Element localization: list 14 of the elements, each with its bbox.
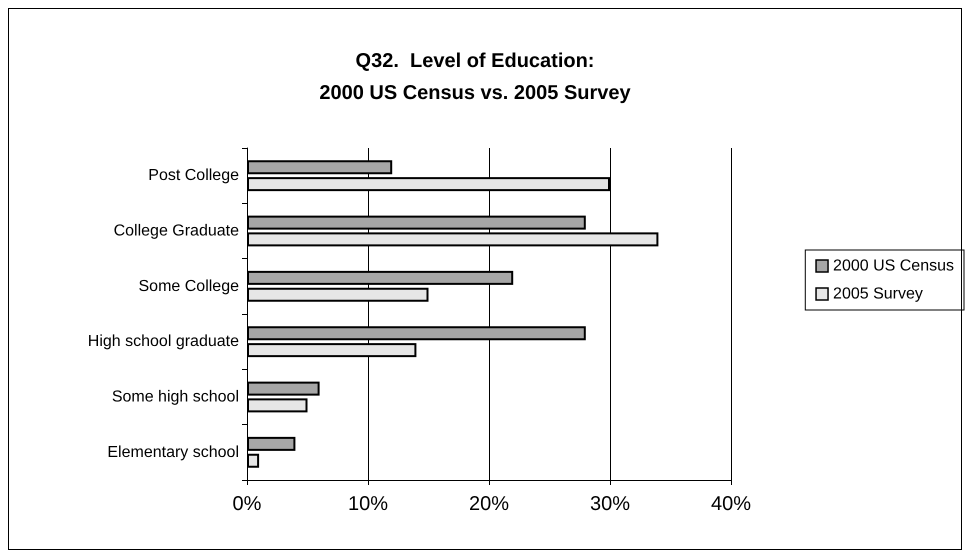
x-tick-label: 40% bbox=[710, 493, 752, 515]
y-tick-label: Some high school bbox=[112, 388, 239, 406]
y-tick-label: High school graduate bbox=[88, 333, 240, 350]
y-tick-label: College Graduate bbox=[114, 222, 240, 240]
x-tick-label: 30% bbox=[590, 493, 630, 515]
x-tick-label: 10% bbox=[348, 493, 388, 515]
y-tick-label: Post College bbox=[148, 167, 240, 184]
chart-title: Q32. Level of Education: 2000 US Census vs. 2005 Survey bbox=[319, 50, 632, 104]
legend-label: 2000 US Census bbox=[833, 258, 954, 274]
y-tick-label: Elementary school bbox=[107, 444, 239, 461]
x-tick-label: 20% bbox=[468, 493, 510, 515]
y-tick-label: Some College bbox=[138, 278, 240, 295]
legend-label: 2005 Survey bbox=[833, 286, 923, 302]
x-tick-label: 0% bbox=[232, 493, 262, 515]
